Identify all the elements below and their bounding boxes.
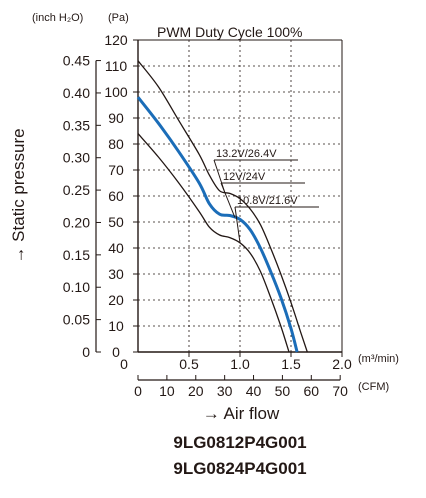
x2-tick-label: 50 bbox=[275, 383, 291, 399]
y-axis-label: → Static pressure bbox=[9, 128, 28, 263]
y-tick-label: 40 bbox=[108, 240, 124, 256]
y-tick-label: 30 bbox=[108, 266, 124, 282]
grid bbox=[138, 40, 342, 352]
y2-tick-label: 0.10 bbox=[63, 279, 90, 295]
x-tick-label: 1.5 bbox=[281, 356, 301, 372]
x-tick-label: 0 bbox=[120, 356, 128, 372]
x2-tick-label: 20 bbox=[188, 383, 204, 399]
chart-title: PWM Duty Cycle 100% bbox=[157, 24, 302, 40]
x2-tick-label: 60 bbox=[304, 383, 320, 399]
x-axis-label: → Air flow bbox=[203, 404, 280, 423]
y-tick-label: 80 bbox=[108, 136, 124, 152]
y-tick-label: 90 bbox=[108, 110, 124, 126]
series-labels: 13.2V/26.4V 12V/24V 10.8V/21.6V bbox=[213, 148, 319, 243]
y2-tick-label: 0.25 bbox=[63, 182, 90, 198]
tick-labels: 010203040506070809010011012000.050.100.1… bbox=[63, 32, 352, 399]
y2-tick-label: 0.15 bbox=[63, 247, 90, 263]
y2-tick-label: 0.30 bbox=[63, 150, 90, 166]
y-tick-label: 0 bbox=[112, 344, 120, 360]
series-label: 12V/24V bbox=[223, 171, 266, 183]
y2-tick-label: 0.20 bbox=[63, 214, 90, 230]
x-tick-label: 2.0 bbox=[332, 356, 352, 372]
y-tick-label: 60 bbox=[108, 188, 124, 204]
x-unit-label: (m³/min) bbox=[358, 353, 399, 365]
y2-tick-label: 0.35 bbox=[63, 117, 90, 133]
series-label-leader bbox=[234, 206, 241, 243]
y-tick-label: 70 bbox=[108, 162, 124, 178]
x2-tick-label: 10 bbox=[159, 383, 175, 399]
y-unit-label: (Pa) bbox=[108, 12, 129, 24]
series-line bbox=[137, 60, 308, 353]
series-line bbox=[136, 96, 299, 353]
y2-tick-label: 0.05 bbox=[63, 312, 90, 328]
y-tick-label: 100 bbox=[104, 84, 128, 100]
x2-tick-label: 40 bbox=[246, 383, 262, 399]
x-tick-label: 0.5 bbox=[179, 356, 199, 372]
y2-unit-label: (inch H₂O) bbox=[32, 12, 83, 24]
x2-unit-label: (CFM) bbox=[358, 381, 389, 393]
model-name-1: 9LG0812P4G001 bbox=[173, 433, 306, 452]
series-label-leader bbox=[220, 182, 236, 218]
series-label: 10.8V/21.6V bbox=[237, 195, 298, 207]
series-label: 13.2V/26.4V bbox=[216, 148, 277, 160]
x-tick-label: 1.0 bbox=[230, 356, 250, 372]
x2-tick-label: 30 bbox=[217, 383, 233, 399]
y-tick-label: 110 bbox=[105, 58, 128, 74]
x2-tick-label: 0 bbox=[134, 383, 142, 399]
y-tick-label: 20 bbox=[108, 292, 124, 308]
y2-tick-label: 0 bbox=[82, 344, 90, 360]
y2-tick-label: 0.45 bbox=[63, 53, 90, 69]
y-tick-label: 10 bbox=[108, 318, 124, 334]
y2-tick-label: 0.40 bbox=[63, 85, 90, 101]
y-tick-label: 120 bbox=[104, 32, 128, 48]
y-tick-label: 50 bbox=[108, 214, 124, 230]
series-line bbox=[137, 133, 290, 353]
x2-tick-label: 70 bbox=[332, 383, 348, 399]
axes bbox=[95, 39, 343, 381]
model-name-2: 9LG0824P4G001 bbox=[173, 459, 306, 478]
